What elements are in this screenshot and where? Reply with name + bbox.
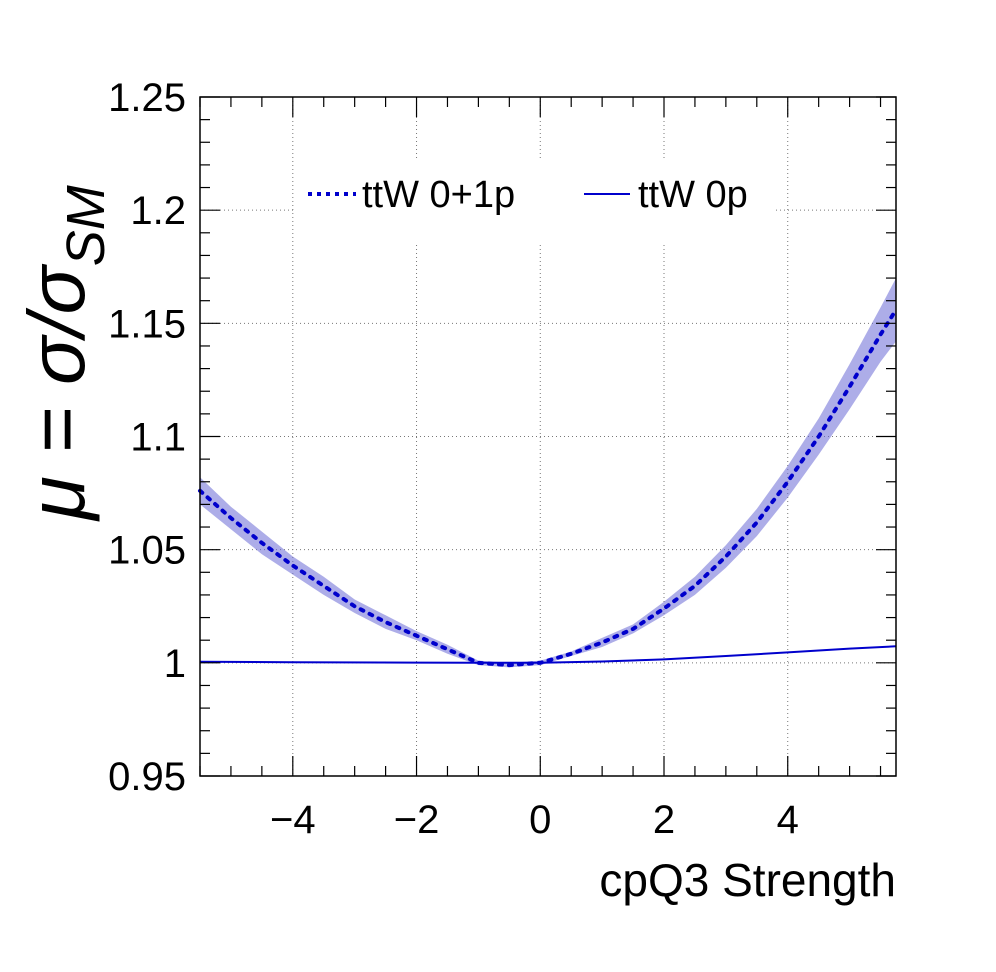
y-tick-label-5: 1.2 [130,189,186,233]
legend: ttW 0+1p ttW 0p [296,158,776,242]
series-line-0 [198,307,898,668]
uncertainty-band-0 [200,278,896,668]
axis-ticks [199,96,896,777]
legend-label-0: ttW 0+1p [362,174,515,216]
x-tick-label-0: −4 [270,798,316,842]
legend-box [296,158,776,242]
y-tick-labels: 0.95 1 1.05 1.1 1.15 1.2 1.25 [108,76,186,799]
x-tick-label-4: 4 [777,798,799,842]
uncertainty-band-layer [200,278,896,668]
x-axis-title: cpQ3 Strength [599,854,896,906]
y-axis-title-base: μ = σ/σ [12,264,101,522]
y-tick-label-4: 1.15 [108,302,186,346]
y-tick-label-6: 1.25 [108,76,186,120]
series-lines-layer [198,307,898,668]
legend-label-1: ttW 0p [638,174,748,216]
x-tick-label-1: −2 [394,798,440,842]
y-tick-label-1: 1 [164,642,186,686]
y-tick-label-3: 1.1 [130,416,186,460]
x-tick-label-2: 0 [529,798,551,842]
y-axis-title: μ = σ/σSM [12,185,116,522]
y-axis-title-subscript: SM [56,185,116,266]
x-tick-labels: −4 −2 0 2 4 [270,798,799,842]
series-line-1 [199,645,897,664]
y-tick-label-0: 0.95 [108,755,186,799]
x-tick-label-3: 2 [653,798,675,842]
svg-text:μ = σ/σSM: μ = σ/σSM [12,185,116,522]
y-tick-label-2: 1.05 [108,529,186,573]
